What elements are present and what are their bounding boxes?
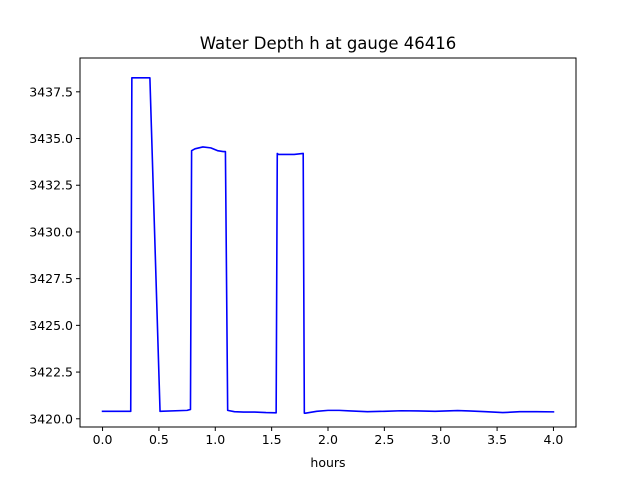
x-tick-label: 1.0 [205,432,225,447]
x-tick-label: 2.0 [318,432,338,447]
x-tick-label: 0.5 [149,432,169,447]
x-tick-label: 0.0 [93,432,113,447]
y-tick-label: 3435.0 [29,131,73,146]
y-tick-label: 3422.5 [29,365,73,380]
x-tick-label: 4.0 [544,432,564,447]
y-tick-label: 3437.5 [29,84,73,99]
x-tick-label: 1.5 [262,432,282,447]
x-axis-label: hours [310,455,345,470]
y-tick-label: 3427.5 [29,271,73,286]
x-tick-label: 3.0 [431,432,451,447]
x-tick-label: 3.5 [487,432,507,447]
y-tick-label: 3430.0 [29,224,73,239]
y-tick-label: 3432.5 [29,178,73,193]
series-line-0 [101,77,555,414]
x-tick-label: 2.5 [374,432,394,447]
y-tick-label: 3425.0 [29,318,73,333]
y-tick-label: 3420.0 [29,411,73,426]
chart-title: Water Depth h at gauge 46416 [200,34,456,53]
plot-area: 0.0 0.5 1.0 1.5 2.0 2.5 3.0 3.5 4.0 3420.0 3422.5 3… [29,57,577,447]
